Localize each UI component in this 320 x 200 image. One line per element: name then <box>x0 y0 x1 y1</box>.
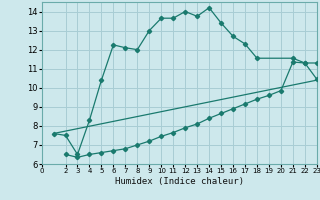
X-axis label: Humidex (Indice chaleur): Humidex (Indice chaleur) <box>115 177 244 186</box>
